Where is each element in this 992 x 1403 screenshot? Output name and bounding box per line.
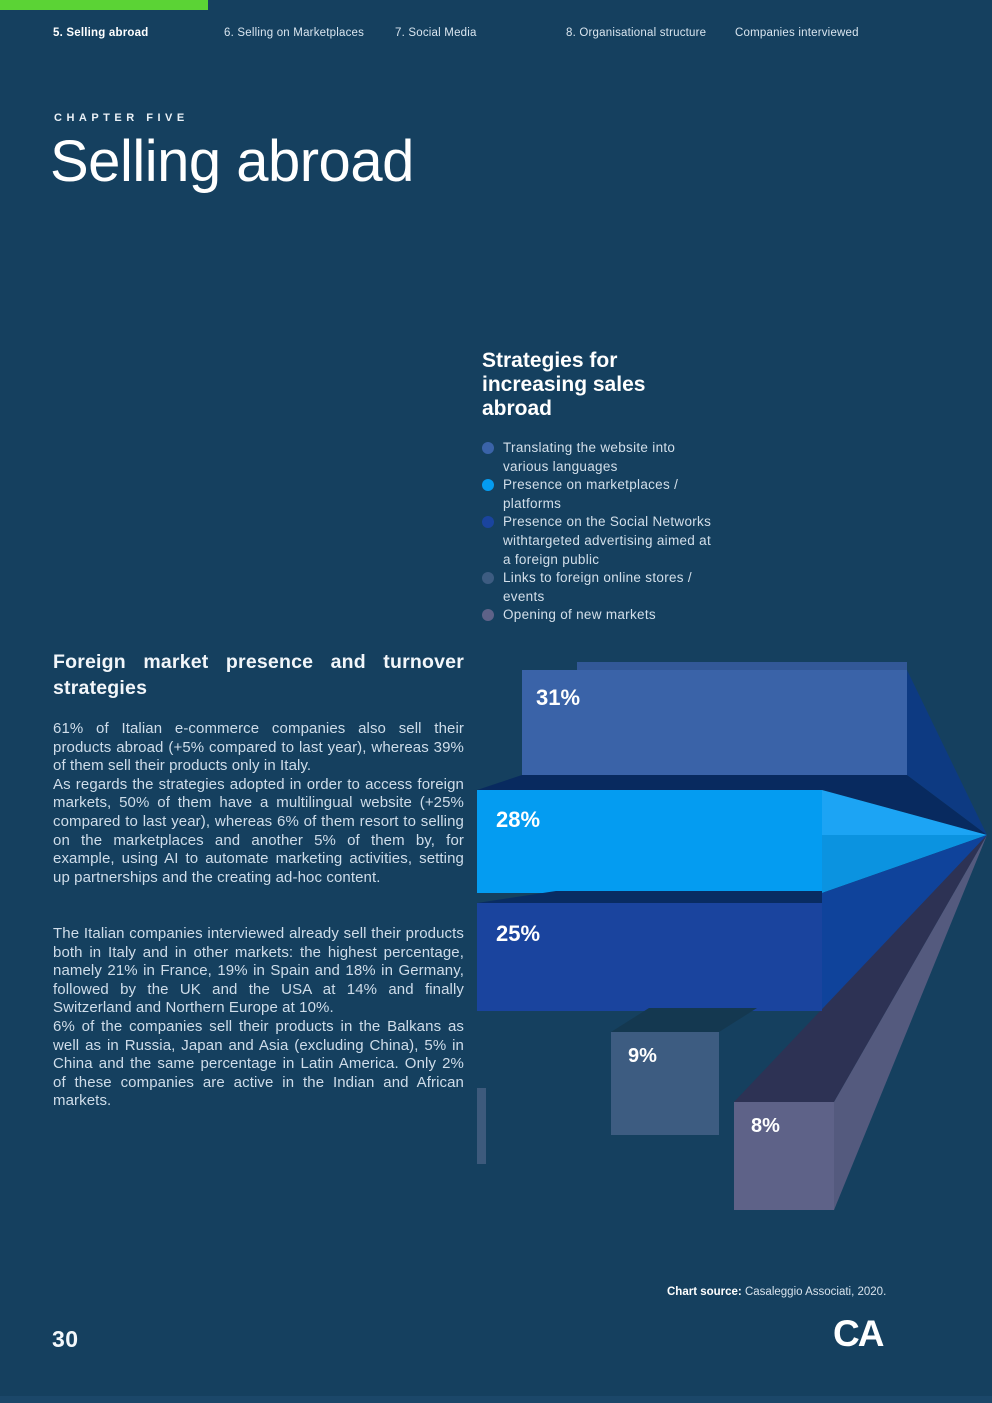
bar-8-beam-side-face xyxy=(834,835,987,1210)
legend-item: Presence on the Social Networks withtarg… xyxy=(482,513,714,569)
bar-8-value-label: 8% xyxy=(751,1115,780,1137)
partial-bar-sliver xyxy=(477,1088,486,1164)
legend-dot xyxy=(482,516,494,529)
bar-25-value-label: 25% xyxy=(496,921,540,946)
nav-item-companies-interviewed[interactable]: Companies interviewed xyxy=(735,27,859,39)
bar-28 xyxy=(477,790,822,893)
nav-item-social-media[interactable]: 7. Social Media xyxy=(395,27,477,39)
body-paragraph-1: 61% of Italian e-commerce companies also… xyxy=(53,720,464,886)
bar-9-value-label: 9% xyxy=(628,1045,657,1067)
bar-28-value-label: 28% xyxy=(496,807,540,832)
bar-25 xyxy=(477,903,822,1011)
chart-legend: Translating the website into various lan… xyxy=(482,439,714,625)
legend-label: Translating the website into various lan… xyxy=(503,440,676,474)
strategies-arrow-chart: 31% 28% 25% 9% 8% xyxy=(477,662,987,1210)
chart-source-label: Chart source: xyxy=(667,1286,742,1298)
bar-9 xyxy=(611,1032,719,1135)
legend-dot xyxy=(482,479,494,492)
brand-logo: CA xyxy=(833,1313,884,1354)
top-accent-bar xyxy=(0,0,208,10)
bar-31-back-strip xyxy=(577,662,907,671)
bar-31 xyxy=(522,670,907,775)
legend-dot xyxy=(482,572,494,585)
bar-28-arrowhead-top xyxy=(822,790,987,835)
page-number: 30 xyxy=(52,1326,79,1352)
legend-item: Translating the website into various lan… xyxy=(482,439,714,476)
legend-label: Presence on marketplaces / platforms xyxy=(503,477,679,511)
chart-source: Chart source: Casaleggio Associati, 2020… xyxy=(667,1286,886,1298)
bar-8-beam-top-face xyxy=(734,835,987,1102)
nav-item-selling-abroad[interactable]: 5. Selling abroad xyxy=(53,27,149,39)
chapter-kicker: CHAPTER FIVE xyxy=(54,112,189,124)
legend-dot xyxy=(482,442,494,454)
legend-label: Links to foreign online stores / events xyxy=(503,570,692,604)
chapter-nav: 5. Selling abroad 6. Selling on Marketpl… xyxy=(0,0,992,56)
page-title: Selling abroad xyxy=(50,129,414,194)
bar-31-side-face xyxy=(907,670,987,835)
chart-legend-title: Strategies for increasing sales abroad xyxy=(482,349,646,420)
section-heading: Foreign market presence and turnover str… xyxy=(53,651,464,699)
legend-item: Links to foreign online stores / events xyxy=(482,569,714,606)
legend-label: Opening of new markets xyxy=(503,607,656,623)
bottom-edge-strip xyxy=(0,1396,992,1403)
bar-8 xyxy=(734,1102,834,1210)
body-paragraph-2: The Italian companies interviewed alread… xyxy=(53,925,464,1110)
legend-label: Presence on the Social Networks withtarg… xyxy=(503,514,712,567)
legend-dot xyxy=(482,609,494,622)
bar-31-value-label: 31% xyxy=(536,685,580,710)
nav-item-selling-on-marketplaces[interactable]: 6. Selling on Marketplaces xyxy=(224,27,365,39)
legend-item: Opening of new markets xyxy=(482,606,714,625)
legend-item: Presence on marketplaces / platforms xyxy=(482,476,714,513)
nav-item-organisational-structure[interactable]: 8. Organisational structure xyxy=(566,27,707,39)
bar-9-top-face xyxy=(611,1008,757,1032)
row-gap-shadow xyxy=(477,891,822,903)
chart-source-text: Casaleggio Associati, 2020. xyxy=(741,1286,887,1298)
